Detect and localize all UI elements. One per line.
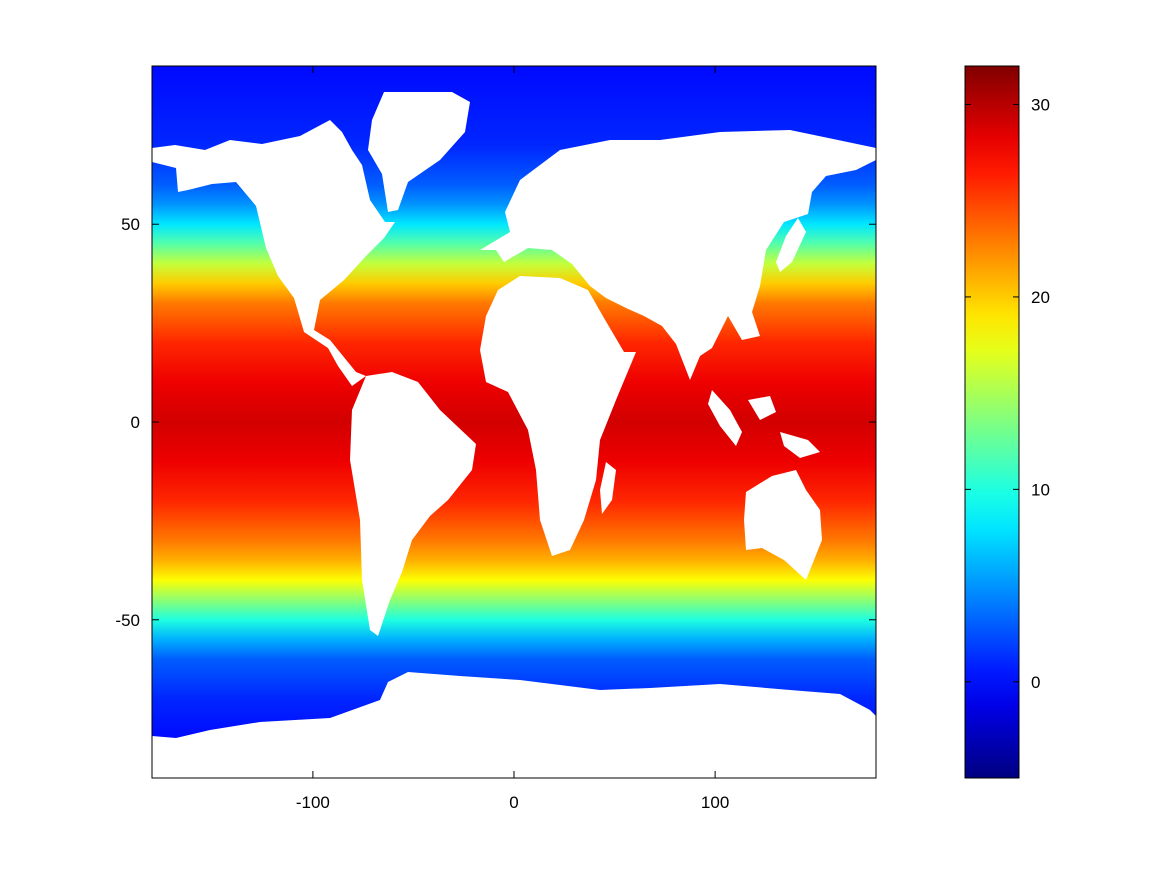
colorbar-tick-label: 10 (1031, 480, 1050, 499)
land-madagascar (600, 462, 616, 514)
land-australia (744, 470, 822, 580)
land-north-america (152, 120, 395, 386)
landmasses (152, 92, 876, 778)
land-greenland (368, 92, 470, 212)
colorbar: 0 10 20 30 (964, 65, 1050, 779)
land-japan (776, 218, 806, 272)
y-axis: 50 0 -50 (115, 215, 876, 630)
colorbar-frame (964, 65, 1020, 779)
land-antarctica (152, 672, 876, 778)
x-axis: -100 0 100 (296, 66, 729, 812)
land-africa (480, 276, 636, 556)
colorbar-gradient-bar (965, 66, 1019, 778)
x-tick-label: -100 (296, 793, 330, 812)
y-tick-label: 0 (131, 413, 140, 432)
x-tick-label: 0 (509, 793, 518, 812)
x-tick-label: 100 (701, 793, 729, 812)
colorbar-tick-label: 30 (1031, 95, 1050, 114)
colorbar-tick-label: 0 (1031, 673, 1040, 692)
colorbar-tick-label: 20 (1031, 288, 1050, 307)
map-plot: -100 0 100 50 0 -50 (115, 65, 877, 812)
colorbar-ticks: 0 10 20 30 (965, 95, 1050, 692)
land-eurasia (480, 130, 876, 380)
land-south-america (350, 372, 476, 636)
y-tick-label: -50 (115, 611, 140, 630)
land-indonesia (708, 390, 820, 458)
y-tick-label: 50 (121, 215, 140, 234)
